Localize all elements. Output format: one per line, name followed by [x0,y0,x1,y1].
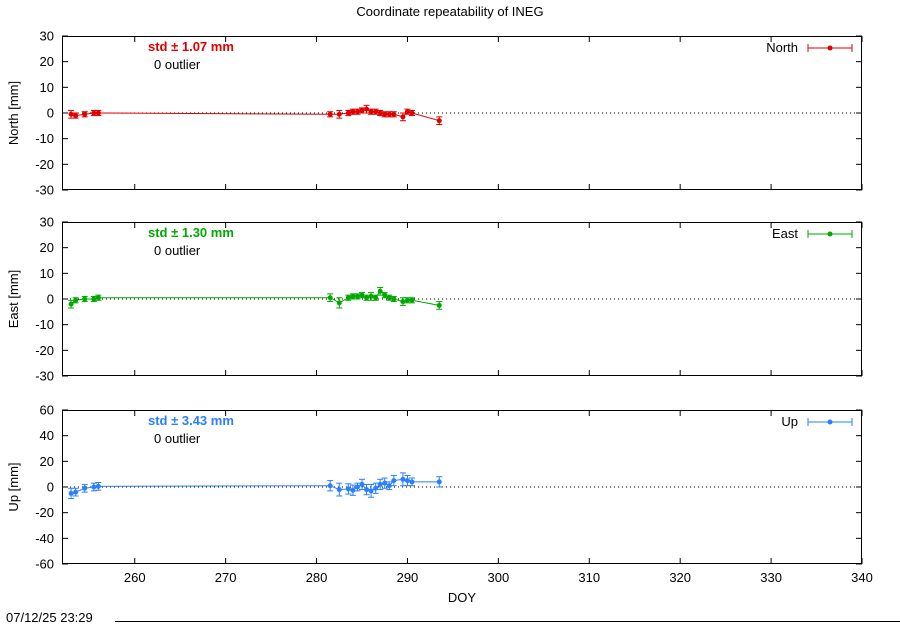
panel-east: East [mm] std ± 1.30 mm 0 outlier East -… [6,215,863,384]
bottom-divider [115,621,900,622]
legend-sample-up [807,417,853,426]
legend-east: East [772,226,854,241]
std-label-north: std ± 1.07 mm [148,39,234,54]
plot-area-north: -30 -20 -10 0 10 20 30 [35,29,863,198]
timestamp: 07/12/25 23:29 [6,610,93,625]
plot-area-up: 260 270 280 290 300 310 320 330 340 -60 -40 -20 0 20 4… [35,403,873,586]
panel-north: North [mm] std ± 1.07 mm 0 outlier North… [6,29,863,198]
std-label-east: std ± 1.30 mm [148,225,234,240]
chart-title: Coordinate repeatability of INEG [356,4,544,19]
svg-text:300: 300 [488,570,510,585]
svg-text:-20: -20 [35,343,54,358]
svg-text:0: 0 [47,292,54,307]
svg-text:30: 30 [40,215,54,230]
svg-text:10: 10 [40,266,54,281]
outlier-label-north: 0 outlier [154,57,201,72]
legend-label-up: Up [781,414,798,429]
svg-text:-30: -30 [35,183,54,198]
svg-text:270: 270 [215,570,237,585]
svg-text:30: 30 [40,29,54,44]
legend-label-north: North [766,40,798,55]
outlier-label-up: 0 outlier [154,431,201,446]
svg-text:20: 20 [40,240,54,255]
y-axis-label-up: Up [mm] [6,462,21,512]
svg-text:320: 320 [669,570,691,585]
svg-text:-40: -40 [35,531,54,546]
legend-label-east: East [771,226,798,241]
svg-text:-60: -60 [35,557,54,572]
svg-text:-20: -20 [35,157,54,172]
x-axis-label: DOY [447,590,477,605]
svg-text:-20: -20 [35,505,54,520]
svg-text:290: 290 [397,570,419,585]
outlier-label-east: 0 outlier [154,243,201,258]
svg-text:340: 340 [851,570,873,585]
legend-north: North [766,40,854,55]
svg-text:330: 330 [760,570,782,585]
svg-text:0: 0 [47,480,54,495]
svg-text:-30: -30 [35,369,54,384]
panel-up: Up [mm] std ± 3.43 mm 0 outlier Up 260 27… [6,403,873,586]
plot-area-east: -30 -20 -10 0 10 20 30 [35,215,863,384]
svg-text:60: 60 [40,403,54,418]
y-axis-label-east: East [mm] [6,269,21,329]
std-label-up: std ± 3.43 mm [148,413,234,428]
svg-text:20: 20 [40,454,54,469]
legend-up: Up [781,414,854,429]
legend-sample-north [807,43,853,52]
svg-text:-10: -10 [35,317,54,332]
svg-text:-10: -10 [35,131,54,146]
svg-text:260: 260 [124,570,146,585]
legend-sample-east [807,229,853,238]
svg-text:310: 310 [578,570,600,585]
svg-text:280: 280 [306,570,328,585]
svg-text:0: 0 [47,106,54,121]
svg-text:10: 10 [40,80,54,95]
y-axis-label-north: North [mm] [6,80,21,146]
svg-text:20: 20 [40,54,54,69]
svg-text:40: 40 [40,428,54,443]
